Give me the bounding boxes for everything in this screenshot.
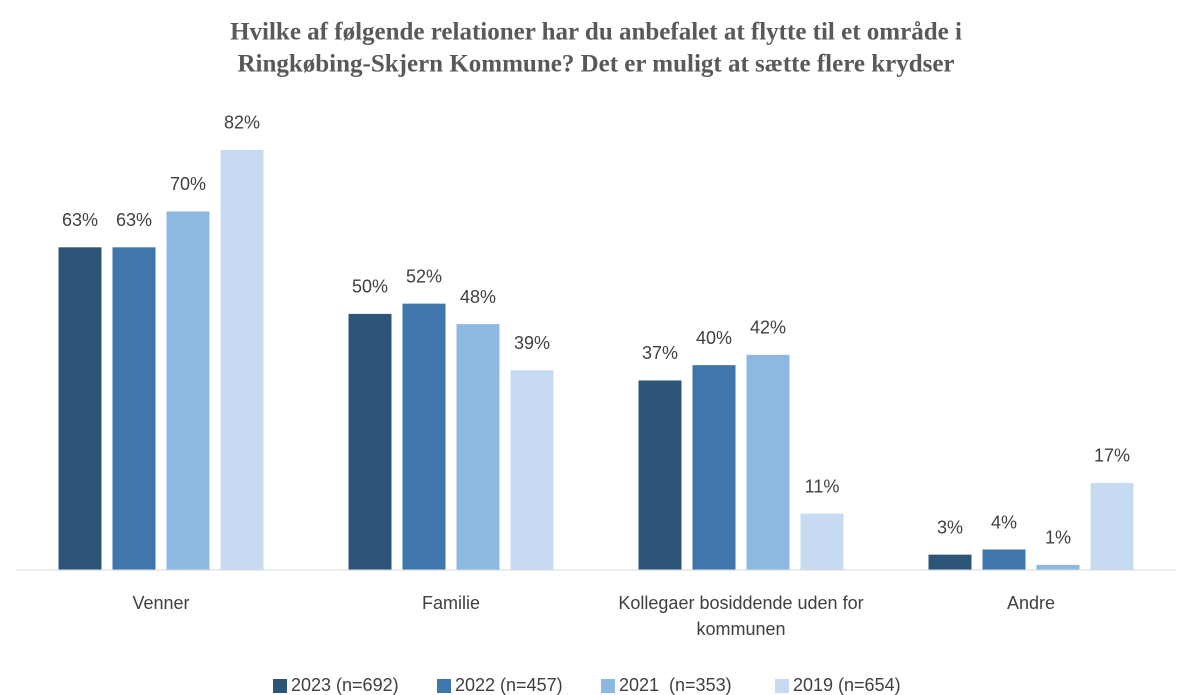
legend-label: 2021 (n=353) xyxy=(619,675,732,695)
bar xyxy=(1036,564,1080,570)
bar xyxy=(402,303,446,570)
bar xyxy=(166,211,210,570)
bar xyxy=(1090,482,1134,570)
data-label: 40% xyxy=(696,328,732,348)
data-label: 52% xyxy=(406,266,442,286)
data-label: 3% xyxy=(937,517,963,537)
x-tick-label: Venner xyxy=(132,593,190,613)
bar xyxy=(638,380,682,570)
data-label: 48% xyxy=(460,287,496,307)
bar xyxy=(692,365,736,570)
data-label: 17% xyxy=(1094,446,1130,466)
legend-swatch xyxy=(273,679,287,693)
bar xyxy=(112,247,156,571)
legend-swatch xyxy=(437,679,451,693)
legend-swatch xyxy=(775,679,789,693)
data-label: 50% xyxy=(352,277,388,297)
bar xyxy=(510,370,554,570)
data-label: 39% xyxy=(514,333,550,353)
legend-swatch xyxy=(601,679,615,693)
bar xyxy=(982,549,1026,570)
data-label: 63% xyxy=(62,210,98,230)
chart-title: Hvilke af følgende relationer har du anb… xyxy=(230,19,962,46)
x-tick-label: Kollegaer bosiddende uden for kommunen xyxy=(618,593,864,639)
bar xyxy=(800,513,844,570)
data-label: 1% xyxy=(1045,528,1071,548)
x-tick-label: Andre xyxy=(1006,593,1056,613)
chart-title: Ringkøbing-Skjern Kommune? Det er muligt… xyxy=(237,51,954,78)
data-label: 70% xyxy=(170,174,206,194)
bar xyxy=(220,149,264,570)
data-label: 4% xyxy=(991,512,1017,532)
data-label: 37% xyxy=(642,343,678,363)
bar xyxy=(928,554,972,570)
legend-label: 2023 (n=692) xyxy=(291,675,399,695)
data-label: 63% xyxy=(116,210,152,230)
bar xyxy=(456,324,500,570)
legend-label: 2022 (n=457) xyxy=(455,675,563,695)
legend-label: 2019 (n=654) xyxy=(793,675,901,695)
bar xyxy=(746,354,790,570)
data-label: 42% xyxy=(750,318,786,338)
data-label: 82% xyxy=(224,113,260,133)
bar xyxy=(348,313,392,570)
x-tick-label: Familie xyxy=(421,593,480,613)
data-label: 11% xyxy=(805,476,840,496)
bar xyxy=(58,247,102,571)
